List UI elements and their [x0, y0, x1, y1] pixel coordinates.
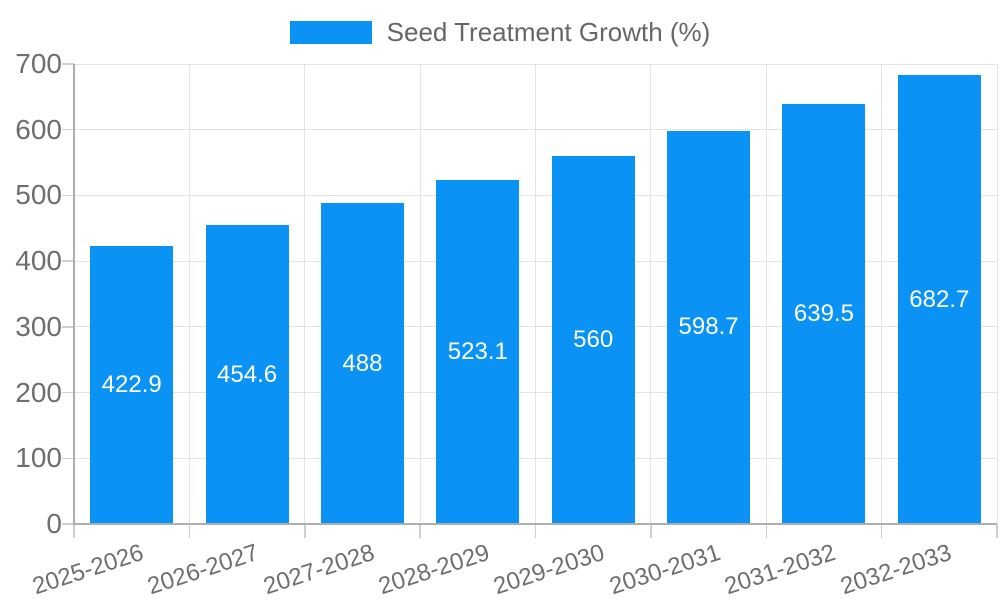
legend-swatch	[289, 20, 372, 44]
x-tick-mark	[765, 524, 767, 538]
x-tick-label: 2026-2027	[144, 539, 263, 600]
gridline-vertical	[535, 64, 536, 524]
x-tick-label: 2029-2030	[490, 539, 609, 600]
y-tick-label: 100	[15, 442, 62, 474]
gridline-vertical	[765, 64, 767, 524]
x-tick-label: 2032-2033	[836, 539, 955, 600]
y-tick-mark	[62, 391, 74, 394]
bar	[205, 225, 289, 523]
bar	[782, 103, 866, 523]
bar-value-label: 422.9	[101, 371, 162, 399]
x-tick-mark	[304, 524, 306, 538]
y-tick-mark	[62, 128, 74, 131]
bar-value-label: 598.7	[678, 313, 739, 341]
x-tick-mark	[650, 524, 652, 538]
x-tick-mark	[996, 524, 998, 538]
x-tick-label: 2030-2031	[606, 539, 724, 600]
bar	[551, 156, 635, 523]
gridline-vertical	[419, 64, 421, 524]
y-tick-mark	[62, 194, 74, 197]
y-tick-label: 400	[15, 245, 62, 277]
legend-label: Seed Treatment Growth (%)	[386, 17, 711, 47]
y-tick-mark	[62, 63, 74, 65]
y-tick-label: 600	[15, 113, 62, 145]
x-tick-label: 2028-2029	[375, 539, 493, 600]
bar	[320, 203, 404, 523]
bar-value-label: 639.5	[793, 299, 854, 327]
y-tick-mark	[62, 523, 74, 525]
x-tick-mark	[419, 524, 421, 538]
gridline-vertical	[188, 64, 190, 524]
x-tick-mark	[534, 524, 537, 538]
bar-value-label: 454.6	[217, 360, 278, 388]
bar	[667, 130, 751, 523]
y-axis-line	[73, 64, 75, 524]
bar-value-label: 682.7	[909, 285, 970, 313]
y-tick-mark	[62, 260, 74, 262]
bar	[436, 180, 520, 523]
x-tick-label: 2027-2028	[259, 539, 378, 600]
gridline-vertical	[650, 64, 652, 524]
legend: Seed Treatment Growth (%)	[0, 17, 1000, 47]
y-tick-label: 0	[46, 508, 62, 539]
x-axis-line	[73, 523, 997, 525]
y-tick-label: 200	[15, 376, 62, 408]
gridline-vertical	[881, 64, 883, 524]
bar-value-label: 560	[573, 326, 614, 353]
bar	[897, 75, 981, 523]
bar-value-label: 523.1	[447, 338, 508, 366]
bar	[90, 246, 174, 523]
gridline-vertical	[996, 64, 998, 524]
y-tick-label: 500	[15, 179, 62, 211]
x-tick-label: 2031-2032	[721, 539, 839, 600]
y-tick-mark	[62, 326, 74, 328]
x-tick-mark	[188, 524, 191, 538]
x-tick-label: 2025-2026	[29, 539, 147, 600]
y-tick-mark	[62, 457, 74, 460]
x-tick-mark	[73, 524, 75, 538]
y-tick-label: 300	[15, 310, 62, 342]
gridline-vertical	[304, 64, 306, 524]
x-tick-mark	[880, 524, 883, 538]
y-tick-label: 700	[15, 48, 62, 79]
bar-value-label: 488	[342, 349, 383, 377]
